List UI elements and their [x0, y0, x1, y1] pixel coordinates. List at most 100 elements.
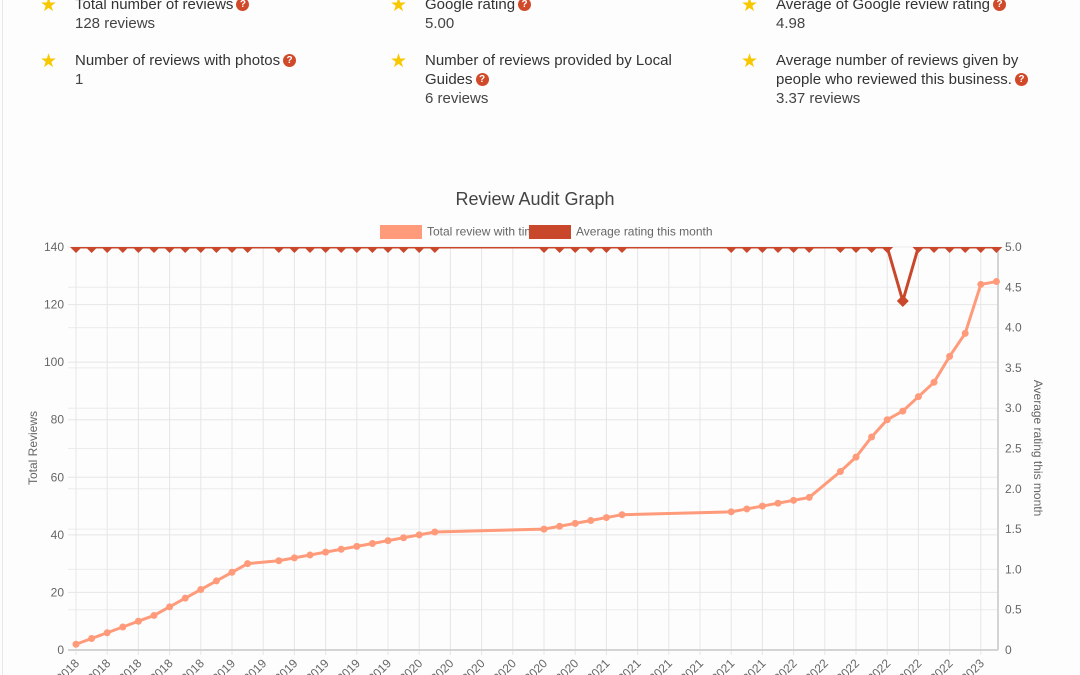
stat-label: Average number of reviews given by peopl…	[776, 52, 1019, 88]
total-reviews-point	[727, 508, 735, 516]
total-reviews-point	[899, 407, 907, 415]
stat-label: Google rating	[425, 0, 516, 13]
avg-rating-point	[538, 247, 550, 253]
total-reviews-point	[290, 554, 298, 562]
legend-label-total[interactable]: Total review with time	[427, 225, 541, 239]
legend-swatch-rating[interactable]	[529, 225, 571, 239]
avg-rating-point	[366, 247, 379, 253]
avg-rating-point	[163, 247, 176, 253]
avg-rating-point	[756, 247, 769, 253]
total-reviews-point	[400, 534, 408, 542]
total-reviews-point	[72, 640, 80, 648]
stat-value: 4.98	[776, 15, 806, 32]
total-reviews-point	[883, 416, 891, 424]
avg-rating-point	[397, 247, 410, 253]
avg-rating-point	[210, 247, 223, 253]
y2-tick-label: 2.0	[1005, 482, 1022, 496]
total-reviews-point	[992, 278, 1000, 286]
help-icon[interactable]: ?	[518, 0, 532, 11]
avg-rating-point	[584, 247, 597, 253]
avg-rating-point	[350, 247, 363, 253]
x-tick-label: 2021	[709, 656, 738, 675]
avg-rating-point	[600, 247, 613, 253]
star-icon: ★	[741, 0, 759, 16]
avg-rating-point	[132, 247, 145, 253]
y-tick-label: 120	[44, 298, 64, 312]
avg-rating-point	[272, 247, 285, 253]
total-reviews-point	[275, 557, 283, 565]
y-tick-label: 0	[57, 643, 64, 657]
total-reviews-point	[571, 519, 579, 527]
page-border	[2, 0, 3, 675]
avg-rating-point	[990, 247, 1003, 253]
x-tick-label: 2021	[646, 656, 675, 675]
avg-rating-point	[616, 247, 628, 253]
avg-rating-point	[319, 247, 332, 253]
avg-rating-point	[865, 247, 878, 253]
legend-swatch-total[interactable]	[380, 225, 422, 239]
x-tick-label: 2022	[865, 656, 894, 675]
help-icon[interactable]: ?	[475, 73, 489, 86]
y-axis-title: Total Reviews	[26, 411, 40, 485]
stat-value: 128 reviews	[75, 15, 156, 32]
y2-tick-label: 3.5	[1005, 361, 1022, 375]
avg-rating-point	[725, 247, 738, 253]
avg-rating-point	[413, 247, 426, 253]
avg-rating-line	[76, 247, 997, 307]
x-tick-label: 2018	[116, 656, 145, 675]
total-reviews-point	[134, 617, 142, 625]
x-tick-label: 2023	[958, 656, 987, 675]
total-reviews-point	[244, 560, 252, 568]
star-icon: ★	[741, 51, 759, 72]
y-tick-label: 80	[51, 413, 65, 427]
avg-rating-point	[740, 247, 753, 253]
stat-value: 3.37 reviews	[776, 90, 861, 107]
y2-tick-label: 3.0	[1005, 401, 1022, 415]
total-reviews-point	[790, 496, 798, 504]
avg-rating-point	[179, 247, 192, 253]
total-reviews-point	[353, 542, 361, 550]
avg-rating-point	[928, 247, 940, 253]
x-tick-label: 2020	[428, 656, 457, 675]
star-icon: ★	[390, 0, 408, 16]
x-tick-label: 2019	[365, 656, 394, 675]
avg-rating-point	[85, 247, 98, 253]
x-tick-label: 2019	[209, 656, 238, 675]
help-icon[interactable]: ?	[1014, 73, 1028, 86]
stat-value: 5.00	[425, 15, 455, 32]
y-tick-label: 40	[51, 528, 65, 542]
avg-rating-point	[428, 247, 441, 253]
x-tick-label: 2019	[272, 656, 301, 675]
avg-rating-point	[772, 247, 784, 253]
avg-rating-point	[974, 247, 987, 253]
legend-label-rating[interactable]: Average rating this month	[576, 225, 713, 239]
x-tick-label: 2022	[896, 656, 925, 675]
y-tick-label: 60	[51, 470, 65, 484]
y2-axis-title: Average rating this month	[1031, 380, 1045, 517]
x-tick-label: 2019	[241, 656, 270, 675]
avg-rating-point	[101, 247, 114, 253]
total-reviews-point	[431, 528, 439, 536]
stat-value: 6 reviews	[425, 90, 489, 107]
help-icon[interactable]: ?	[993, 0, 1007, 11]
help-icon[interactable]: ?	[236, 0, 250, 11]
total-reviews-point	[946, 352, 954, 360]
avg-rating-point	[569, 247, 582, 253]
total-reviews-point	[337, 545, 345, 553]
avg-rating-point	[787, 247, 800, 253]
y2-tick-label: 2.5	[1005, 442, 1022, 456]
total-reviews-point	[868, 433, 876, 441]
y2-tick-label: 1.0	[1005, 562, 1022, 576]
avg-rating-point	[803, 247, 816, 253]
total-reviews-point	[618, 511, 626, 519]
total-reviews-point	[384, 537, 392, 545]
legend: Total review with time Average rating th…	[380, 225, 713, 239]
avg-rating-point	[834, 247, 847, 253]
y2-tick-label: 0.5	[1005, 603, 1022, 617]
total-reviews-point	[556, 522, 564, 530]
chart-title: Review Audit Graph	[455, 189, 614, 209]
total-reviews-point	[914, 393, 922, 401]
total-reviews-point	[587, 516, 595, 524]
help-icon[interactable]: ?	[283, 54, 297, 67]
